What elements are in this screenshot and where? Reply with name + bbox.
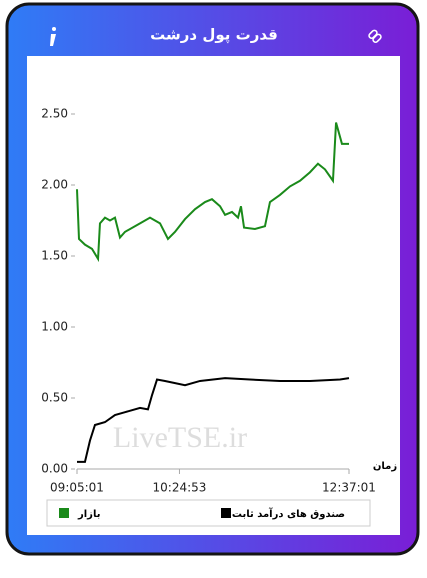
y-tick-label: 2.50 [41,107,68,121]
series-line [76,122,349,263]
y-tick-label: 1.50 [41,249,68,263]
y-tick-label: 2.00 [41,178,68,192]
link-icon[interactable] [368,29,382,44]
y-tick-label: 0.00 [41,462,68,476]
watermark: LiveTSE.ir [113,421,247,454]
legend-swatch [221,508,231,518]
x-tick-label: 10:24:53 [153,481,207,495]
legend-swatch [59,508,69,518]
series-line [77,377,350,463]
x-tick-label: 09:05:01 [50,481,104,495]
header-title: قدرت پول درشت [150,26,278,45]
y-tick-label: 0.50 [41,391,68,405]
legend-box [46,499,371,527]
legend-label: بازار [77,509,100,520]
x-axis-label: زمان [373,461,397,472]
x-tick-label: 12:37:01 [322,481,376,495]
chart-area [27,56,400,535]
y-tick-label: 1.00 [41,320,68,334]
legend-label: صندوق های درآمد ثابت [232,507,345,520]
info-icon[interactable] [50,27,56,46]
